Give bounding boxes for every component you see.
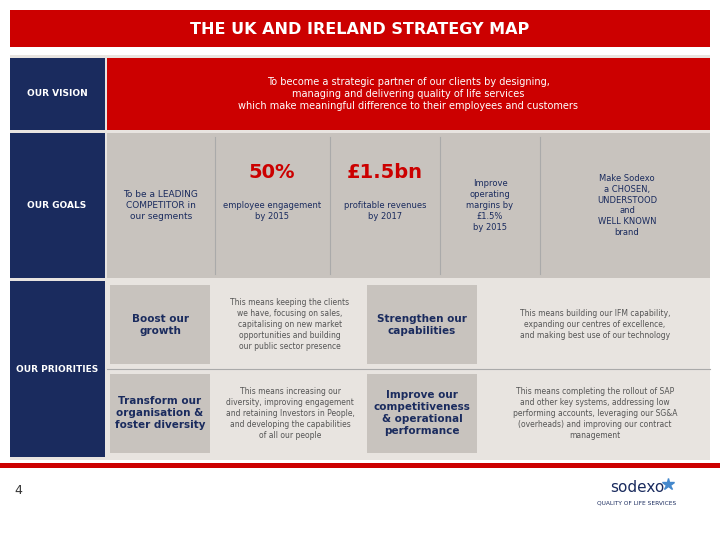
Text: This means increasing our
diversity, improving engagement
and retaining Investor: This means increasing our diversity, imp…: [225, 387, 354, 440]
Text: OUR PRIORITIES: OUR PRIORITIES: [16, 364, 98, 374]
Bar: [107, 58, 710, 130]
Text: OUR VISION: OUR VISION: [27, 90, 87, 98]
Bar: [107, 133, 710, 278]
Text: 4: 4: [14, 483, 22, 496]
Bar: [10, 133, 105, 278]
Text: Transform our
organisation &
foster diversity: Transform our organisation & foster dive…: [114, 396, 205, 430]
Text: This means building our IFM capability,
expanding our centres of excellence,
and: This means building our IFM capability, …: [520, 309, 670, 340]
Text: Boost our
growth: Boost our growth: [132, 314, 189, 335]
Bar: [110, 285, 210, 364]
Bar: [10, 10, 710, 47]
Bar: [10, 55, 710, 460]
Bar: [107, 281, 710, 457]
Text: To become a strategic partner of our clients by designing,
managing and deliveri: To become a strategic partner of our cli…: [238, 77, 578, 111]
Text: QUALITY OF LIFE SERVICES: QUALITY OF LIFE SERVICES: [598, 501, 677, 505]
Text: THE UK AND IRELAND STRATEGY MAP: THE UK AND IRELAND STRATEGY MAP: [190, 22, 530, 37]
Text: To be a LEADING
COMPETITOR in
our segments: To be a LEADING COMPETITOR in our segmen…: [124, 190, 199, 221]
Bar: [0, 463, 720, 468]
Text: OUR GOALS: OUR GOALS: [27, 201, 86, 210]
Bar: [110, 374, 210, 453]
Text: Improve our
competitiveness
& operational
performance: Improve our competitiveness & operationa…: [374, 390, 470, 436]
Text: This means keeping the clients
we have, focusing on sales,
capitalising on new m: This means keeping the clients we have, …: [230, 298, 350, 351]
Bar: [10, 58, 105, 130]
Text: Strengthen our
capabilities: Strengthen our capabilities: [377, 314, 467, 335]
Text: £1.5bn: £1.5bn: [347, 164, 423, 183]
Text: employee engagement
by 2015: employee engagement by 2015: [223, 201, 321, 221]
Text: Improve
operating
margins by
£1.5%
by 2015: Improve operating margins by £1.5% by 20…: [467, 179, 513, 232]
Bar: [367, 374, 477, 453]
Text: sodexo: sodexo: [610, 481, 664, 496]
Text: Make Sodexo
a CHOSEN,
UNDERSTOOD
and
WELL KNOWN
brand: Make Sodexo a CHOSEN, UNDERSTOOD and WEL…: [597, 174, 657, 237]
Text: profitable revenues
by 2017: profitable revenues by 2017: [343, 201, 426, 221]
Bar: [367, 285, 477, 364]
Bar: [10, 281, 105, 457]
Text: 50%: 50%: [248, 164, 295, 183]
Text: This means completing the rollout of SAP
and other key systems, addressing low
p: This means completing the rollout of SAP…: [513, 387, 678, 440]
